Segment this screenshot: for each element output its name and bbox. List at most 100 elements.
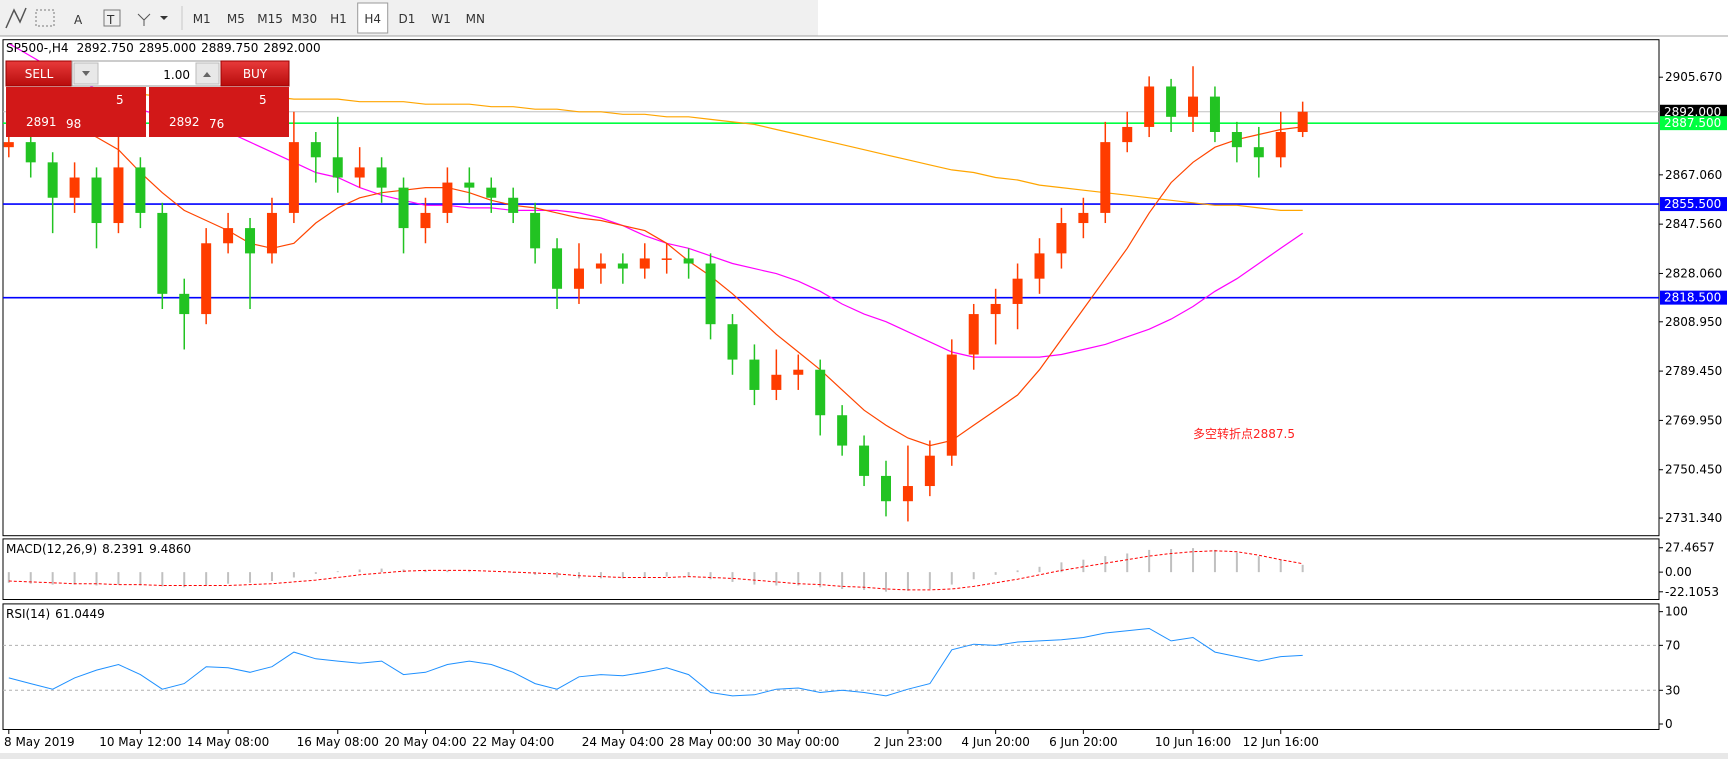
- candle-body: [1056, 223, 1067, 254]
- macd-bar: [1301, 564, 1304, 573]
- ohlc-close: 2892.000: [263, 41, 320, 55]
- y-tick-label: 2905.670: [1665, 70, 1722, 84]
- macd-bar: [1148, 549, 1151, 573]
- period-button[interactable]: M1: [193, 12, 211, 26]
- svg-text:A: A: [74, 13, 83, 27]
- macd-bar: [1170, 549, 1173, 573]
- macd-bar: [906, 572, 909, 591]
- x-tick-label: 16 May 08:00: [297, 735, 379, 749]
- price-point: 5: [259, 93, 267, 107]
- x-tick-label: 24 May 04:00: [582, 735, 664, 749]
- sell-price-box[interactable]: [6, 87, 146, 137]
- macd-bar: [1279, 559, 1282, 573]
- period-button[interactable]: D1: [398, 12, 415, 26]
- indicator-name: RSI(14): [6, 607, 50, 621]
- main-panel: [2, 39, 1660, 537]
- period-button[interactable]: MN: [466, 12, 485, 26]
- candle-body: [179, 293, 190, 315]
- candle-body: [1231, 132, 1242, 148]
- macd-bar: [249, 572, 252, 583]
- candle-body: [1166, 86, 1177, 117]
- candle-body: [1012, 278, 1023, 304]
- period-button[interactable]: M5: [227, 12, 245, 26]
- price-label-bg: [1660, 197, 1727, 212]
- price-label: 2818.500: [1664, 291, 1721, 305]
- candle-body: [3, 142, 14, 148]
- y-tick-label: 2769.950: [1665, 413, 1722, 427]
- candle-body: [552, 248, 563, 289]
- macd-bar: [994, 572, 997, 575]
- candle-body: [1144, 86, 1155, 127]
- macd-bar: [928, 572, 931, 590]
- macd-bar: [161, 572, 164, 587]
- y-tick-label: 2867.060: [1665, 168, 1722, 182]
- price-label: 2855.500: [1664, 197, 1721, 211]
- annotation: 多空转折点2887.5: [1193, 426, 1295, 441]
- candle-body: [924, 455, 935, 487]
- candle-body: [1297, 111, 1308, 133]
- macd-bar: [424, 570, 427, 573]
- macd-bar: [1213, 549, 1216, 573]
- macd-bar: [819, 572, 822, 588]
- y-tick-label: 0: [1665, 717, 1673, 731]
- x-tick-label: 10 May 12:00: [99, 735, 181, 749]
- candle-body: [595, 263, 606, 269]
- sell-button[interactable]: [5, 60, 73, 87]
- y-tick-label: 2750.450: [1665, 463, 1722, 477]
- candle-body: [25, 142, 36, 163]
- macd-bar: [117, 572, 120, 585]
- x-tick-label: 20 May 04:00: [384, 735, 466, 749]
- one-click-trading: SELL 1.00 BUY 2891 98 5 2892 76 5: [5, 60, 290, 137]
- buy-button[interactable]: [220, 60, 290, 87]
- y-tick-label: 30: [1665, 683, 1680, 697]
- macd-bar: [1060, 562, 1063, 573]
- lot-value: 1.00: [163, 68, 190, 82]
- macd-bar: [1192, 548, 1195, 573]
- macd-bar: [1126, 553, 1129, 573]
- macd-bar: [687, 572, 690, 577]
- price-big-figure: 2892: [169, 115, 200, 129]
- candle-body: [815, 369, 826, 416]
- macd-bar: [314, 572, 317, 574]
- period-button[interactable]: M15: [257, 12, 283, 26]
- macd-bar: [270, 572, 273, 582]
- period-button[interactable]: W1: [431, 12, 451, 26]
- tool-icon[interactable]: A: [74, 13, 83, 27]
- ohlc-low: 2889.750: [201, 41, 258, 55]
- macd-bar: [775, 572, 778, 586]
- macd-bar: [753, 572, 756, 585]
- candle-body: [201, 243, 212, 315]
- toolbar: A T: [0, 0, 1728, 37]
- y-tick-label: 2808.950: [1665, 315, 1722, 329]
- candle-body: [749, 359, 760, 390]
- candle-body: [573, 268, 584, 289]
- x-tick-label: 14 May 08:00: [187, 735, 269, 749]
- macd-bar: [885, 572, 887, 592]
- macd-panel: [2, 538, 1660, 601]
- candle-body: [113, 167, 124, 224]
- tab-strip: [0, 753, 1728, 759]
- period-button[interactable]: M30: [291, 12, 317, 26]
- macd-bar: [51, 572, 54, 585]
- tool-icon[interactable]: [137, 13, 168, 26]
- sell-label: SELL: [25, 67, 54, 81]
- tool-icon[interactable]: [35, 9, 55, 27]
- candle-body: [310, 142, 321, 158]
- candle-body: [91, 177, 102, 224]
- candle-body: [1275, 132, 1286, 158]
- x-tick-label: 6 Jun 20:00: [1049, 735, 1118, 749]
- period-button[interactable]: H1: [330, 12, 347, 26]
- price-big-figure: 2891: [26, 115, 57, 129]
- period-button[interactable]: H4: [364, 12, 381, 26]
- tool-icon[interactable]: [5, 7, 27, 29]
- tool-icon[interactable]: T: [103, 9, 121, 27]
- buy-price-box[interactable]: [149, 87, 289, 137]
- candle-body: [968, 314, 979, 355]
- rsi-label: RSI(14) 61.0449: [6, 607, 105, 621]
- macd-bar: [665, 572, 668, 577]
- indicator-value: 9.4860: [149, 542, 191, 556]
- candle-body: [902, 486, 913, 502]
- x-tick-label: 10 Jun 16:00: [1155, 735, 1231, 749]
- candle-body: [135, 167, 146, 213]
- macd-bar: [643, 572, 646, 578]
